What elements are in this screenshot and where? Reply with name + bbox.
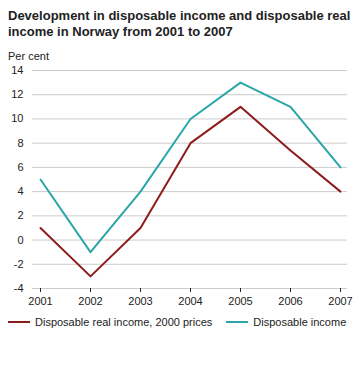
svg-text:6: 6 (17, 161, 23, 173)
svg-text:0: 0 (17, 234, 23, 246)
svg-text:-2: -2 (14, 258, 24, 270)
svg-text:12: 12 (11, 88, 23, 100)
svg-text:14: 14 (11, 64, 23, 76)
html-text:Per cent: Per cent (8, 50, 49, 62)
svg-text:4: 4 (17, 185, 23, 197)
html-text:Development in disposable inco: Development in disposable income and dis… (8, 8, 351, 39)
svg-text:2002: 2002 (78, 295, 102, 307)
svg-text:2005: 2005 (228, 295, 252, 307)
svg-text:2003: 2003 (128, 295, 152, 307)
svg-text:8: 8 (17, 137, 23, 149)
svg-text:2: 2 (17, 209, 23, 221)
html-text:Disposable real income, 2000 p: Disposable real income, 2000 prices (35, 316, 213, 328)
svg-text:2007: 2007 (328, 295, 352, 307)
svg-text:2006: 2006 (278, 295, 302, 307)
html-text:Disposable income: Disposable income (253, 316, 347, 328)
svg-text:2001: 2001 (28, 295, 52, 307)
svg-text:10: 10 (11, 112, 23, 124)
svg-text:2004: 2004 (178, 295, 202, 307)
svg-text:-4: -4 (14, 282, 24, 294)
